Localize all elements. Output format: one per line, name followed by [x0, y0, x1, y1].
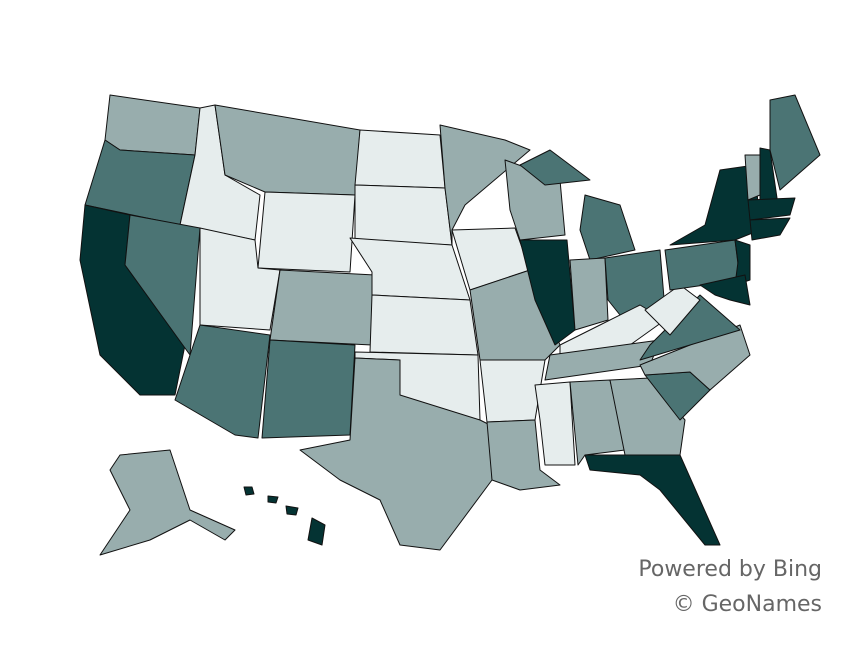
state — [749, 217, 791, 241]
state — [243, 486, 255, 496]
state — [104, 94, 201, 156]
state — [439, 124, 531, 246]
state — [769, 94, 821, 191]
state — [534, 381, 576, 466]
state — [299, 357, 493, 551]
state — [285, 505, 299, 516]
state — [354, 129, 446, 189]
state — [747, 197, 796, 221]
state — [369, 294, 479, 356]
state — [174, 324, 271, 439]
state — [644, 284, 701, 336]
state — [269, 269, 376, 346]
attribution: Powered by Bing — [638, 557, 822, 582]
state — [479, 359, 546, 423]
state — [579, 194, 636, 261]
state — [307, 517, 326, 546]
state — [519, 149, 591, 186]
attribution: © GeoNames — [673, 592, 822, 617]
state — [569, 257, 609, 331]
state — [609, 377, 686, 456]
state — [519, 239, 576, 346]
state — [267, 495, 279, 504]
state — [261, 339, 356, 439]
state — [354, 184, 453, 246]
state — [639, 324, 751, 391]
state — [99, 449, 236, 556]
state — [744, 154, 761, 201]
states — [79, 94, 821, 556]
state — [699, 274, 751, 306]
state — [257, 191, 356, 273]
state — [486, 419, 561, 491]
state — [569, 379, 626, 466]
state — [584, 454, 721, 546]
